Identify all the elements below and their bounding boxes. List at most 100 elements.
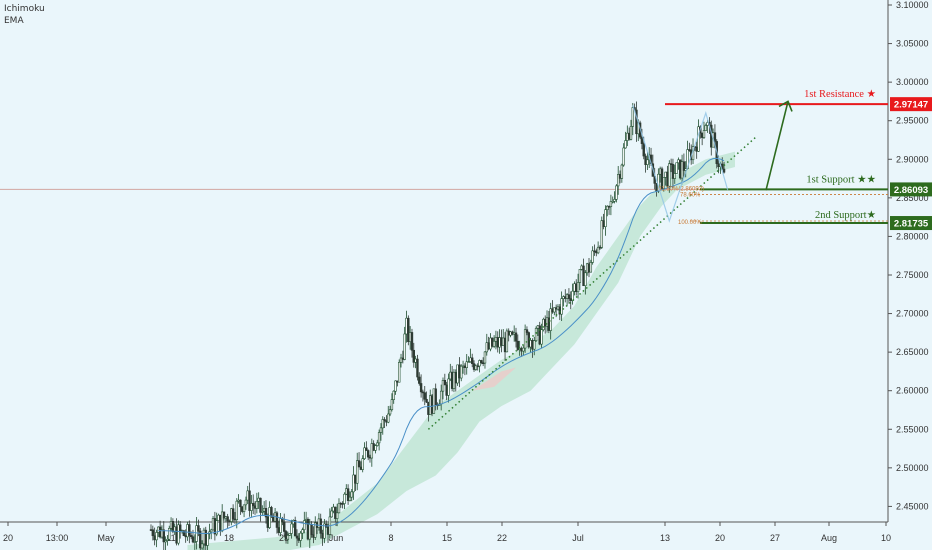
candle	[301, 529, 304, 534]
price-tick-label: 2.70000	[896, 309, 929, 319]
time-tick-label: Jun	[329, 533, 344, 543]
support-1-price-tag	[890, 182, 932, 197]
time-tick-label: May	[97, 533, 115, 543]
candle	[383, 419, 386, 422]
candle	[239, 499, 242, 508]
candle	[553, 307, 556, 313]
candle	[366, 450, 370, 458]
candle	[620, 164, 624, 179]
support-1-price-label: 2.86093	[894, 185, 928, 196]
candle	[631, 107, 635, 127]
time-tick-label: 27	[770, 533, 780, 543]
candle	[662, 177, 666, 189]
candle	[478, 360, 481, 367]
candle	[164, 540, 167, 543]
candle	[611, 201, 614, 203]
candle	[323, 523, 326, 539]
candle	[210, 529, 213, 533]
candle	[616, 174, 620, 187]
candle	[584, 272, 587, 287]
candle	[286, 535, 290, 540]
candle	[357, 460, 361, 468]
candle	[418, 376, 421, 384]
candle	[197, 525, 200, 532]
candles	[149, 101, 726, 550]
candle	[560, 298, 563, 315]
candle	[374, 445, 377, 451]
candle	[242, 504, 246, 512]
indicator-ema-label: EMA	[4, 16, 24, 26]
support-1-name: 1st Support ★★	[806, 174, 876, 185]
candle	[195, 525, 198, 542]
candle	[376, 442, 379, 446]
candle	[303, 520, 306, 531]
candle	[622, 147, 625, 166]
candle	[439, 390, 443, 405]
candle	[295, 535, 299, 539]
time-tick-label: 11	[166, 533, 175, 543]
candle	[578, 269, 582, 283]
candle	[600, 220, 603, 248]
candle	[182, 530, 186, 536]
candle	[335, 512, 339, 519]
price-tick-label: 3.05000	[896, 39, 929, 49]
candle	[412, 349, 415, 363]
candle	[640, 136, 644, 144]
candle	[465, 361, 468, 368]
candle	[615, 185, 618, 200]
fib-786-label: 78.60%	[680, 192, 701, 198]
candle	[244, 499, 248, 506]
candle	[168, 528, 171, 540]
ichimoku-cloud	[187, 151, 735, 550]
candle	[403, 333, 406, 360]
candle	[337, 502, 341, 514]
candle	[682, 161, 686, 171]
candle	[248, 490, 251, 511]
time-tick-label: Aug	[821, 533, 837, 543]
candle	[549, 308, 552, 331]
candle	[252, 503, 255, 507]
candle	[370, 443, 374, 459]
candle	[361, 458, 364, 470]
candle	[606, 205, 609, 210]
candle	[250, 503, 253, 511]
candle	[261, 511, 264, 513]
candle	[476, 365, 479, 368]
time-tick-label: 18	[224, 533, 234, 543]
price-tick-label: 2.95000	[896, 116, 929, 126]
candle	[394, 380, 397, 392]
pattern-outline	[632, 105, 729, 223]
candle	[310, 524, 313, 536]
candle	[350, 491, 353, 498]
price-tick-label: 3.00000	[896, 77, 929, 87]
price-tick-label: 2.55000	[896, 424, 929, 434]
candle	[514, 332, 518, 342]
candle	[441, 380, 445, 392]
price-tick-label: 2.50000	[896, 463, 929, 473]
candle	[505, 330, 509, 353]
candle	[377, 432, 381, 444]
candle	[314, 522, 317, 538]
candle	[522, 347, 525, 352]
candle	[722, 168, 726, 173]
candle	[200, 543, 204, 549]
candle	[447, 378, 450, 396]
candle	[492, 340, 496, 347]
candle	[390, 399, 394, 410]
candle	[255, 501, 259, 509]
candle	[576, 282, 580, 293]
candle	[348, 496, 352, 501]
candle	[443, 380, 447, 386]
candle	[642, 143, 645, 157]
candle	[177, 524, 180, 544]
candle	[397, 362, 401, 383]
time-tick-label: 20	[715, 533, 725, 543]
price-tick-label: 2.80000	[896, 231, 929, 241]
price-tick-label: 2.45000	[896, 501, 929, 511]
candle	[343, 493, 346, 504]
candle	[365, 447, 368, 451]
candle	[596, 246, 600, 254]
candle	[259, 497, 262, 513]
